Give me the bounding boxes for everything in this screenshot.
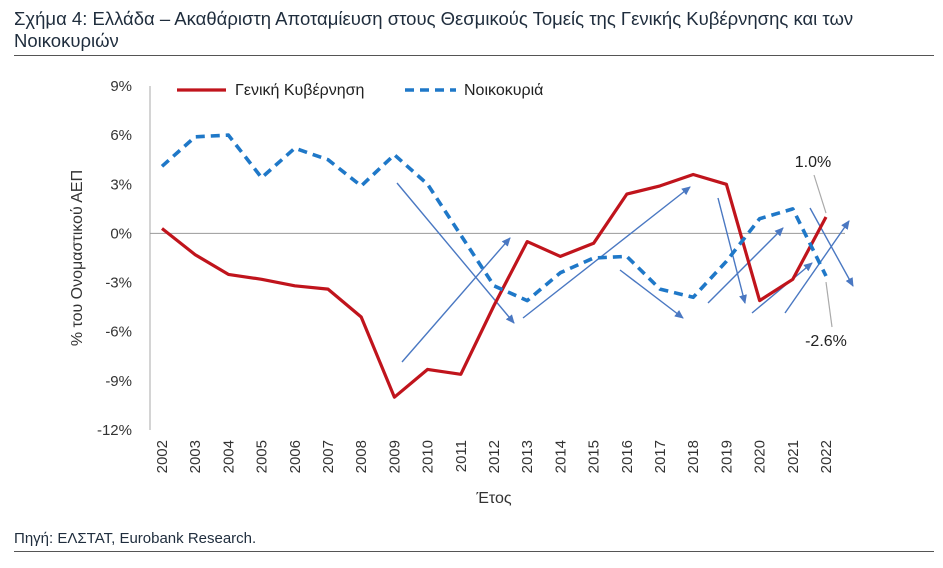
x-tick-label: 2021	[785, 440, 802, 473]
x-tick-label: 2011	[453, 440, 470, 472]
x-tick-label: 2015	[586, 440, 603, 473]
legend: Γενική Κυβέρνηση Νοικοκυριά	[177, 82, 543, 99]
trend-arrow	[396, 182, 515, 324]
x-tick-label: 2019	[718, 440, 735, 473]
trend-arrow	[717, 197, 747, 304]
x-tick-label: 2013	[519, 440, 536, 473]
source-note: Πηγή: ΕΛΣΤΑΤ, Eurobank Research.	[14, 530, 257, 547]
annotation-label: -2.6%	[805, 333, 847, 350]
axes	[149, 86, 845, 430]
y-tick-label: 6%	[110, 127, 132, 144]
x-tick-label: 2006	[287, 440, 304, 473]
legend-label-government: Γενική Κυβέρνηση	[235, 82, 364, 99]
trend-arrow	[522, 186, 691, 319]
series-lines	[160, 133, 828, 399]
series-line-households	[160, 133, 828, 303]
trend-arrow	[784, 220, 850, 314]
x-tick-label: 2007	[320, 440, 337, 473]
x-tick-label: 2018	[685, 440, 702, 473]
y-tick-label: -6%	[105, 324, 132, 341]
chart-title: Σχήμα 4: Ελλάδα – Ακαθάριστη Αποταμίευση…	[14, 8, 854, 51]
trend-arrows	[396, 182, 854, 363]
y-axis-title: % του Ονομαστικού ΑΕΠ	[69, 170, 86, 346]
x-tick-label: 2009	[386, 440, 403, 473]
x-tick-label: 2002	[154, 440, 171, 473]
y-tick-label: -9%	[105, 373, 132, 390]
title-divider	[14, 55, 934, 56]
annotation-leader	[813, 174, 827, 214]
x-axis-title: Έτος	[475, 490, 512, 507]
x-tick-label: 2017	[652, 440, 669, 473]
x-axis-ticks: 2002 2003 2004 2005 2006 2007 2008 2009 2010 2011…	[154, 440, 835, 473]
x-tick-label: 2004	[220, 440, 237, 473]
series-line-government	[161, 172, 828, 399]
y-tick-label: 3%	[110, 176, 132, 193]
x-tick-label: 2016	[619, 440, 636, 473]
y-tick-label: 9%	[110, 78, 132, 95]
trend-arrow	[619, 269, 684, 319]
trend-arrow	[707, 227, 784, 304]
y-tick-label: -12%	[97, 422, 132, 439]
x-tick-label: 2010	[420, 440, 437, 473]
annotation-leader	[825, 281, 833, 328]
y-tick-label: -3%	[105, 275, 132, 292]
trend-arrow	[401, 237, 511, 363]
annotations: 1.0% -2.6%	[795, 154, 847, 350]
x-tick-label: 2003	[187, 440, 204, 473]
x-tick-label: 2014	[552, 440, 569, 473]
x-tick-label: 2022	[818, 440, 835, 473]
y-tick-label: 0%	[110, 225, 132, 242]
footer-divider	[14, 551, 934, 552]
x-tick-label: 2012	[486, 440, 503, 473]
legend-label-households: Νοικοκυριά	[464, 82, 543, 99]
x-tick-label: 2005	[254, 440, 271, 473]
y-axis-ticks: 9% 6% 3% 0% -3% -6% -9% -12%	[97, 78, 132, 439]
x-tick-label: 2008	[353, 440, 370, 473]
x-tick-label: 2020	[752, 440, 769, 473]
annotation-label: 1.0%	[795, 154, 831, 171]
